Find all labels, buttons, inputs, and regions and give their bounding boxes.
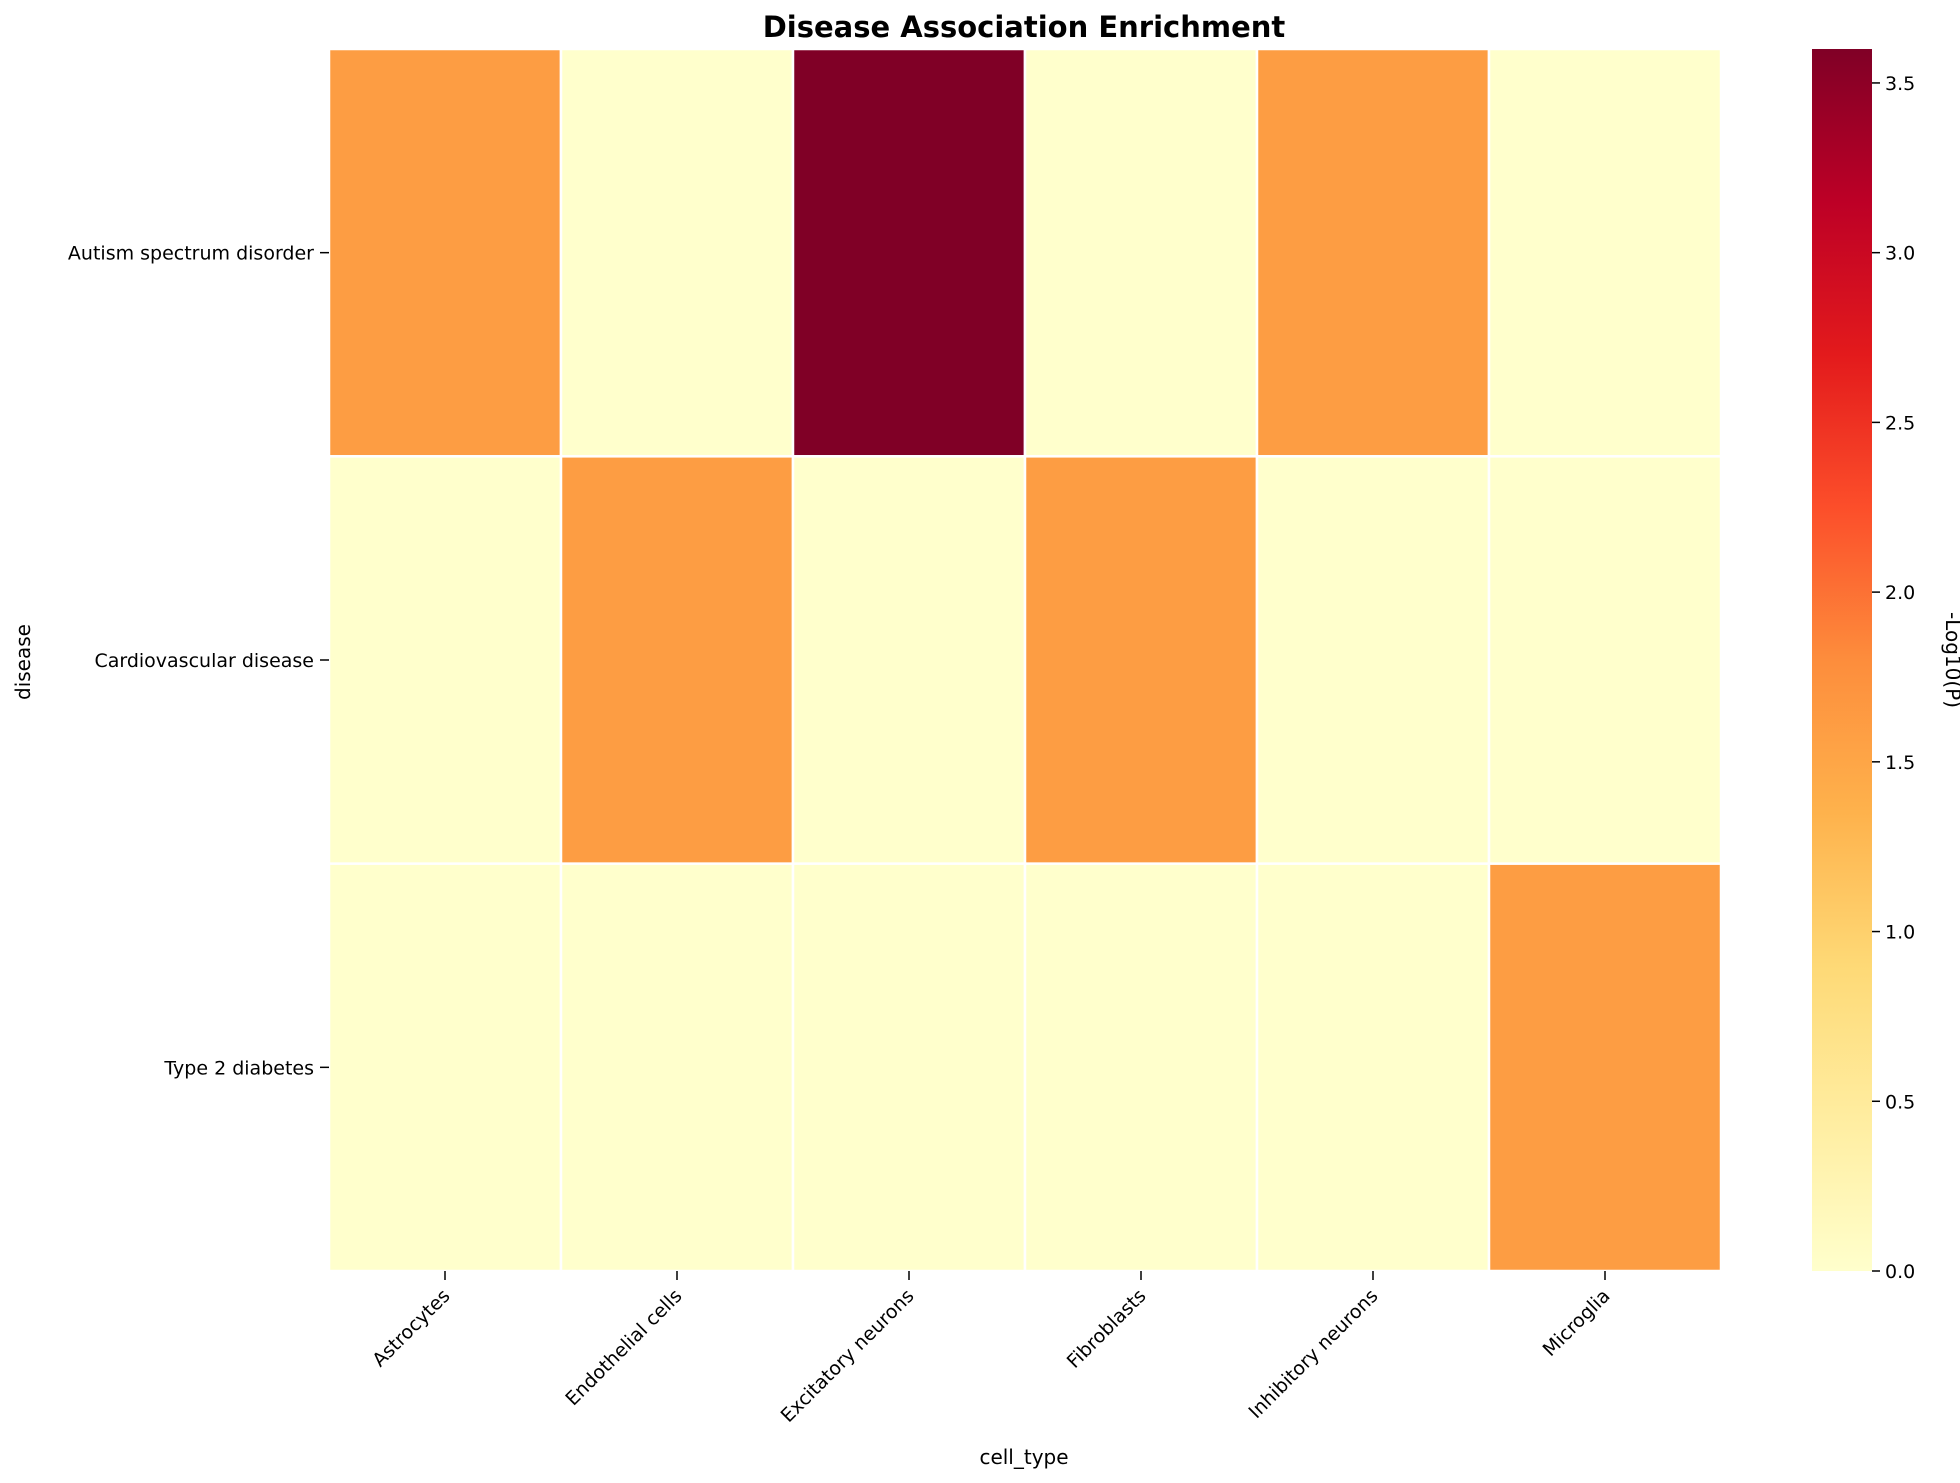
x-axis-ticks: Astrocytes Endothelial cells Excitatory ne… [368,1271,1615,1427]
heatmap-cell [559,862,795,1273]
chart-title: Disease Association Enrichment [763,10,1286,44]
heatmap-cell [559,47,795,458]
heatmap-cell [1255,47,1491,458]
heatmap-cell [559,455,795,865]
heatmap-cell [327,47,563,458]
heatmap-cell [791,862,1027,1273]
heatmap-cell [1255,455,1491,865]
colorbar-ticks: 0.0 0.5 1.0 1.5 2.0 2.5 3.0 3.5 [1872,73,1915,1283]
y-axis-ticks: Autism spectrum disorder Cardiovascular d… [68,243,329,1079]
colorbar-tick-label: 0.0 [1885,1261,1915,1283]
heatmap-cell [791,455,1027,865]
x-tick-label: Microglia [1539,1285,1615,1361]
colorbar-tick-label: 1.5 [1885,752,1915,774]
colorbar-tick-label: 0.5 [1885,1091,1915,1113]
heatmap-cell [1023,47,1259,458]
x-tick-label: Astrocytes [368,1285,454,1371]
x-tick-label: Endothelial cells [561,1285,686,1410]
x-tick-label: Fibroblasts [1063,1285,1151,1373]
heatmap-cell [1487,47,1723,458]
x-tick-label: Excitatory neurons [777,1285,919,1427]
heatmap-cell [327,862,563,1273]
y-axis-label: disease [11,624,35,700]
colorbar-tick-label: 3.0 [1885,243,1915,265]
colorbar [1812,49,1872,1271]
heatmap-cells [327,47,1723,1273]
heatmap-cell [1023,862,1259,1273]
colorbar-tick-label: 1.0 [1885,922,1915,944]
x-axis-label: cell_type [979,1445,1068,1469]
colorbar-tick-label: 2.5 [1885,412,1915,434]
x-tick-label: Inhibitory neurons [1244,1285,1382,1423]
heatmap-cell [1023,455,1259,865]
y-tick-label: Cardiovascular disease [94,650,314,672]
heatmap-cell [791,47,1027,458]
heatmap-cell [1487,455,1723,865]
y-tick-label: Autism spectrum disorder [68,243,314,265]
colorbar-label: -Log10(P) [1941,612,1960,708]
y-tick-label: Type 2 diabetes [163,1057,314,1079]
heatmap-cell [1487,862,1723,1273]
heatmap-cell [327,455,563,865]
colorbar-tick-label: 3.5 [1885,73,1915,95]
heatmap-cell [1255,862,1491,1273]
colorbar-tick-label: 2.0 [1885,582,1915,604]
